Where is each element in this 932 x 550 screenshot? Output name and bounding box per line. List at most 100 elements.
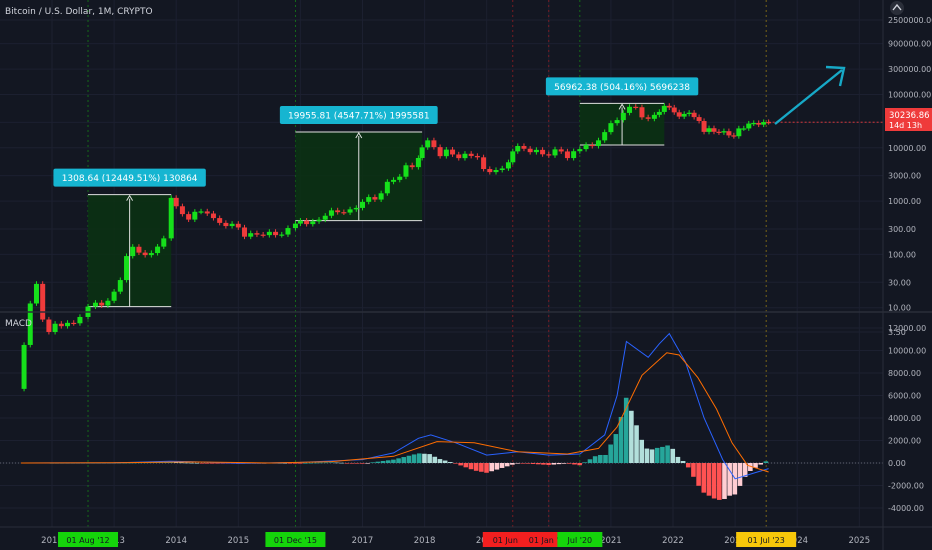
- candle-body: [117, 280, 123, 292]
- candle-body: [92, 302, 98, 307]
- macd-histogram-bar: [401, 457, 407, 463]
- candle-body: [223, 222, 229, 227]
- year-tick-label: 2022: [662, 536, 684, 546]
- candle-body: [266, 231, 272, 236]
- macd-tick-label: 12000.00: [888, 324, 926, 333]
- date-marker-badge[interactable]: [736, 532, 797, 547]
- price-tick-label: 3000.00: [888, 172, 921, 181]
- candle-body: [716, 131, 722, 133]
- macd-histogram-bar: [634, 425, 639, 463]
- macd-histogram-bar: [220, 463, 226, 464]
- macd-histogram-bar: [184, 462, 189, 464]
- macd-histogram-bar: [416, 453, 422, 463]
- macd-histogram-bar: [644, 448, 650, 463]
- date-marker-badge[interactable]: [557, 532, 603, 547]
- macd-layer: [0, 332, 883, 500]
- candle-body: [666, 105, 672, 108]
- macd-histogram-bar: [665, 445, 670, 463]
- year-tick-label: 2021: [600, 536, 622, 546]
- candle-body: [242, 227, 248, 237]
- macd-histogram-bar: [168, 462, 174, 463]
- candle-body: [741, 128, 747, 130]
- macd-label: MACD: [5, 319, 32, 329]
- price-tick-label: 300000.00: [888, 65, 931, 74]
- candle-body: [766, 122, 772, 124]
- macd-histogram-bar: [406, 455, 412, 463]
- symbol-title: Bitcoin / U.S. Dollar, 1M, CRYPTO: [5, 7, 153, 17]
- macd-histogram-bar: [696, 463, 701, 486]
- year-tick-label: 2023: [724, 536, 746, 546]
- candle-body: [468, 153, 474, 156]
- price-axis[interactable]: 2500000.00 900000.00 300000.00 100000.00 300…: [888, 16, 932, 337]
- candle-body: [419, 147, 425, 158]
- macd-tick-label: 2000.00: [888, 437, 921, 446]
- candle-body: [27, 303, 33, 345]
- time-axis[interactable]: 2012201320142015201620172018201920202021…: [41, 532, 870, 547]
- macd-histogram-bar: [758, 463, 763, 465]
- candle-body: [378, 193, 384, 200]
- candle-body: [316, 219, 322, 222]
- macd-histogram-bar: [520, 463, 526, 464]
- candle-body: [706, 128, 712, 132]
- candle-body: [124, 256, 130, 281]
- candle-body: [731, 135, 737, 137]
- macd-tick-label: 6000.00: [888, 392, 921, 401]
- macd-histogram-bar: [411, 454, 417, 463]
- candle-body: [130, 246, 136, 257]
- candle-body: [40, 283, 46, 320]
- candle-body: [168, 197, 174, 239]
- macd-histogram-bar: [753, 463, 758, 468]
- date-marker-badge[interactable]: [58, 532, 119, 547]
- candle-body: [721, 131, 727, 133]
- candle-body: [229, 223, 235, 227]
- candle-body: [474, 155, 480, 158]
- candle-body: [179, 206, 185, 215]
- macd-histogram-bar: [510, 463, 515, 465]
- macd-histogram-bar: [344, 463, 350, 464]
- macd-histogram-bar: [680, 461, 686, 463]
- candle-body: [620, 112, 626, 121]
- measure-arrow-head-icon: [618, 103, 626, 110]
- candle-body: [661, 105, 667, 112]
- macd-histogram-bar: [623, 397, 629, 463]
- price-tick-label: 2500000.00: [888, 16, 932, 25]
- arrow-shaft[interactable]: [774, 69, 843, 125]
- candle-body: [633, 106, 639, 108]
- macd-histogram-bar: [577, 463, 582, 466]
- macd-tick-label: 10000.00: [888, 347, 926, 356]
- candle-body: [304, 220, 310, 225]
- candle-body: [571, 151, 577, 159]
- macd-tick-label: 4000.00: [888, 414, 921, 423]
- macd-histogram-bar: [287, 463, 293, 464]
- candle-body: [583, 144, 589, 150]
- candle-body: [366, 197, 372, 202]
- macd-axis[interactable]: 12000.00 10000.00 8000.00 6000.00 4000.00 200…: [888, 324, 926, 513]
- macd-histogram-bar: [649, 449, 655, 463]
- macd-histogram-bar: [427, 454, 432, 463]
- measure-label-bg: [53, 168, 206, 187]
- date-marker-badge[interactable]: [265, 532, 326, 547]
- macd-histogram-bar: [748, 463, 753, 471]
- candle-body: [711, 128, 717, 132]
- macd-histogram-bar: [318, 462, 324, 464]
- candle-body: [493, 170, 499, 173]
- candle-body: [148, 253, 154, 256]
- scroll-up-icon[interactable]: [890, 1, 904, 15]
- macd-histogram-bar: [504, 463, 510, 467]
- date-marker-label: 01 Jan '20: [529, 536, 569, 545]
- macd-histogram-bar: [608, 444, 613, 463]
- arrow-head-icon: [825, 65, 846, 87]
- macd-histogram-bar: [329, 462, 334, 463]
- macd-histogram-bar: [308, 462, 313, 464]
- year-tick-label: 2025: [848, 536, 870, 546]
- price-tick-label: 30.00: [888, 278, 911, 287]
- macd-histogram-bar: [463, 463, 469, 468]
- macd-histogram-bar: [660, 446, 665, 463]
- measure-arrow-head-icon: [355, 132, 363, 139]
- trend-arrow[interactable]: [774, 65, 846, 125]
- macd-histogram-bar: [654, 447, 660, 463]
- price-tick-label: 900000.00: [888, 40, 931, 49]
- macd-histogram-bar: [375, 461, 381, 463]
- measurement-boxes[interactable]: 1308.64 (12449.51%) 130864 19955.81 (4547…: [53, 77, 699, 308]
